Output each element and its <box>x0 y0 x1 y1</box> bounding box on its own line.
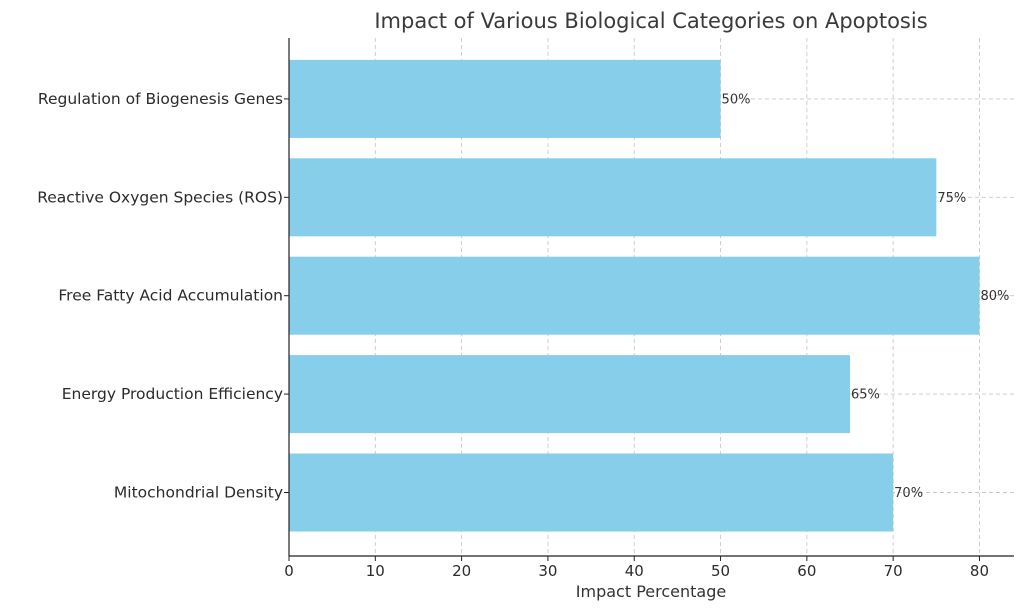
category-label: Mitochondrial Density <box>114 484 283 502</box>
bar-data-label: 50% <box>722 92 751 107</box>
bar-data-label: 65% <box>851 388 880 403</box>
bar <box>289 453 894 532</box>
x-tick-label: 0 <box>284 562 294 580</box>
bar <box>289 59 721 138</box>
bar <box>289 158 937 237</box>
x-tick-label: 30 <box>538 562 557 580</box>
x-tick-label: 50 <box>711 562 730 580</box>
x-axis-title: Impact Percentage <box>576 582 726 601</box>
category-label: Reactive Oxygen Species (ROS) <box>37 188 283 206</box>
category-label: Regulation of Biogenesis Genes <box>38 90 283 108</box>
x-tick-label: 10 <box>366 562 385 580</box>
bar <box>289 355 851 434</box>
category-label: Free Fatty Acid Accumulation <box>58 287 283 305</box>
axes <box>284 38 1014 561</box>
bar-data-label: 80% <box>980 289 1009 304</box>
bar-data-label: 75% <box>937 191 966 206</box>
category-label: Energy Production Efficiency <box>62 385 283 403</box>
x-tick-label: 20 <box>452 562 471 580</box>
bar <box>289 256 980 335</box>
labels: 70% 65% 80% 75% 50% 0 10 20 30 40 50 60 70 80 Mitochon… <box>37 90 1009 580</box>
chart-title: Impact of Various Biological Categories … <box>374 9 927 33</box>
x-tick-label: 70 <box>884 562 903 580</box>
bar-data-label: 70% <box>894 486 923 501</box>
bars <box>289 59 980 532</box>
x-tick-label: 80 <box>970 562 989 580</box>
x-tick-label: 60 <box>797 562 816 580</box>
x-tick-label: 40 <box>625 562 644 580</box>
